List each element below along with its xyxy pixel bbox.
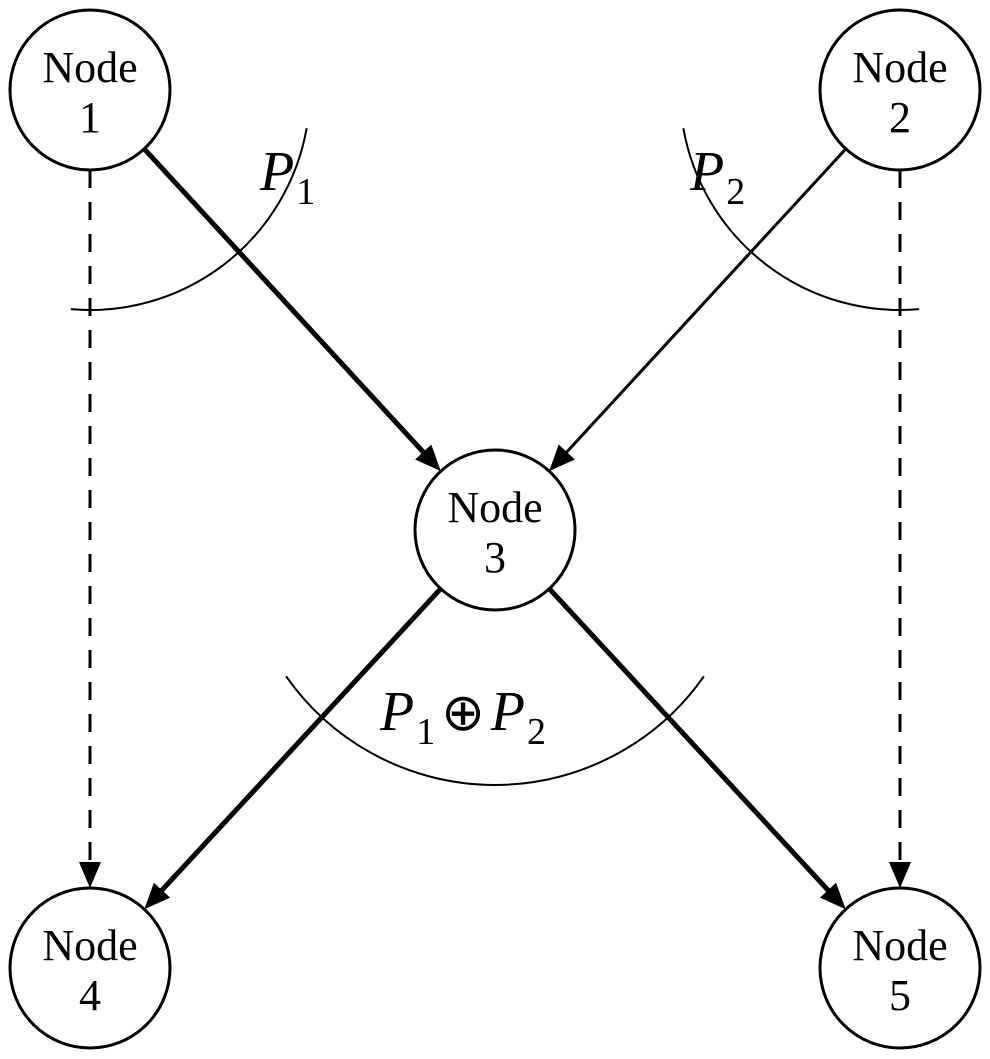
node-label-num: 2 xyxy=(889,93,911,142)
edge-label: P2 xyxy=(689,141,745,213)
edge-line xyxy=(549,589,835,898)
node-label-top: Node xyxy=(42,921,137,970)
edge-label: P1⊕P2 xyxy=(379,681,546,753)
node-4: Node4 xyxy=(10,888,170,1048)
node-label-num: 4 xyxy=(79,971,101,1020)
edge-line xyxy=(155,589,441,898)
node-label-top: Node xyxy=(42,43,137,92)
node-1: Node1 xyxy=(10,10,170,170)
node-5: Node5 xyxy=(820,888,980,1048)
node-label-top: Node xyxy=(852,921,947,970)
node-2: Node2 xyxy=(820,10,980,170)
node-label-top: Node xyxy=(852,43,947,92)
node-3: Node3 xyxy=(415,450,575,610)
node-label-num: 1 xyxy=(79,93,101,142)
edge-arrowhead xyxy=(889,862,911,888)
node-label-num: 5 xyxy=(889,971,911,1020)
edge-arrowhead xyxy=(79,862,101,888)
edge-label: P1 xyxy=(259,141,315,213)
node-label-top: Node xyxy=(447,483,542,532)
node-label-num: 3 xyxy=(484,533,506,582)
